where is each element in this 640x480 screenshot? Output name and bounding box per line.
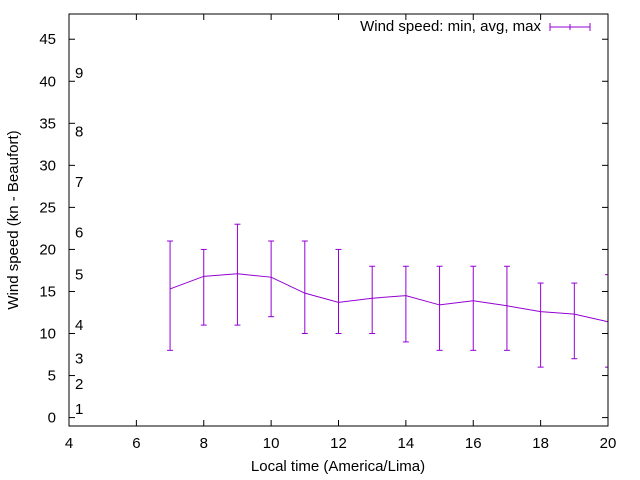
- y-tick-label: 0: [48, 410, 56, 427]
- beaufort-label: 4: [75, 317, 83, 334]
- beaufort-label: 9: [75, 65, 83, 82]
- plot-area: [167, 223, 609, 368]
- y-tick-label: 45: [39, 31, 56, 48]
- beaufort-label: 6: [75, 225, 83, 242]
- x-tick-label: 16: [465, 435, 482, 452]
- beaufort-label: 7: [75, 174, 83, 191]
- y-tick-label: 25: [39, 199, 56, 216]
- beaufort-label: 3: [75, 351, 83, 368]
- beaufort-labels: 1 2 3 4 5 6 7 8 9: [75, 65, 83, 418]
- y-tick-label: 20: [39, 241, 56, 258]
- x-tick-label: 10: [263, 435, 280, 452]
- x-tick-label: 20: [600, 435, 617, 452]
- legend-label: Wind speed: min, avg, max: [360, 18, 541, 35]
- y-tick-label: 35: [39, 115, 56, 132]
- x-tick-label: 14: [398, 435, 415, 452]
- legend: Wind speed: min, avg, max: [360, 18, 591, 35]
- y-tick-label: 5: [48, 368, 56, 385]
- y-tick-label: 15: [39, 283, 56, 300]
- y-tick-label: 40: [39, 73, 56, 90]
- axis-ticks: [68, 14, 609, 426]
- plot-frame: [68, 13, 609, 427]
- y-tick-label: 10: [39, 326, 56, 343]
- x-tick-label: 8: [200, 435, 208, 452]
- beaufort-label: 5: [75, 267, 83, 284]
- x-tick-label: 4: [65, 435, 73, 452]
- x-tick-label: 6: [132, 435, 140, 452]
- beaufort-label: 2: [75, 376, 83, 393]
- x-axis-label: Local time (America/Lima): [251, 458, 425, 475]
- beaufort-label: 1: [75, 401, 83, 418]
- x-tick-label: 18: [532, 435, 549, 452]
- beaufort-label: 8: [75, 124, 83, 141]
- y-axis-label: Wind speed (kn - Beaufort): [5, 130, 22, 309]
- avg-line: [169, 273, 609, 323]
- x-tick-label: 12: [330, 435, 347, 452]
- y-tick-label: 30: [39, 157, 56, 174]
